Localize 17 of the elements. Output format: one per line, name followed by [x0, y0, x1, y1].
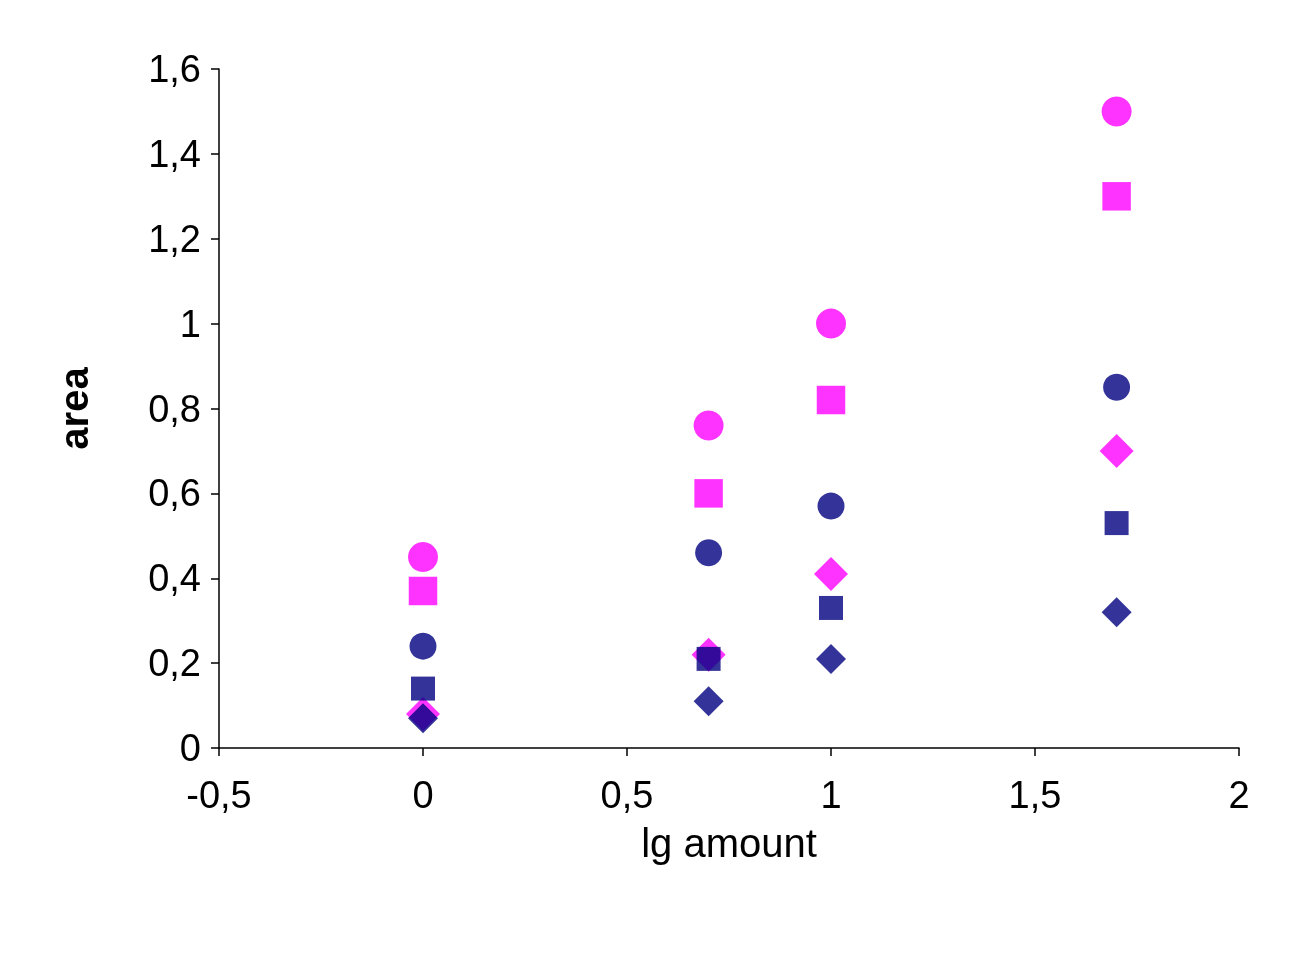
- y-tick-label: 1,6: [148, 48, 201, 90]
- y-tick-label: 1: [179, 302, 201, 345]
- y-tick-label: 1,2: [148, 217, 201, 260]
- x-tick-label: 2: [1228, 774, 1250, 816]
- x-tick-label: 1,5: [1008, 774, 1062, 816]
- y-tick-label: 0,2: [148, 642, 201, 685]
- y-axis-title: area: [52, 366, 96, 450]
- y-tick-label: 0,4: [148, 557, 201, 600]
- y-tick-label: 0,6: [148, 472, 201, 515]
- y-tick-label: 0: [179, 727, 201, 769]
- x-axis-title: lg amount: [641, 821, 817, 865]
- y-tick-label: 1,4: [148, 132, 201, 175]
- x-tick-label: 0: [412, 774, 434, 816]
- x-tick-label: -0,5: [186, 774, 252, 816]
- x-tick-label: 1: [820, 774, 842, 816]
- x-tick-label: 0,5: [600, 774, 654, 816]
- y-tick-label: 0,8: [148, 387, 201, 430]
